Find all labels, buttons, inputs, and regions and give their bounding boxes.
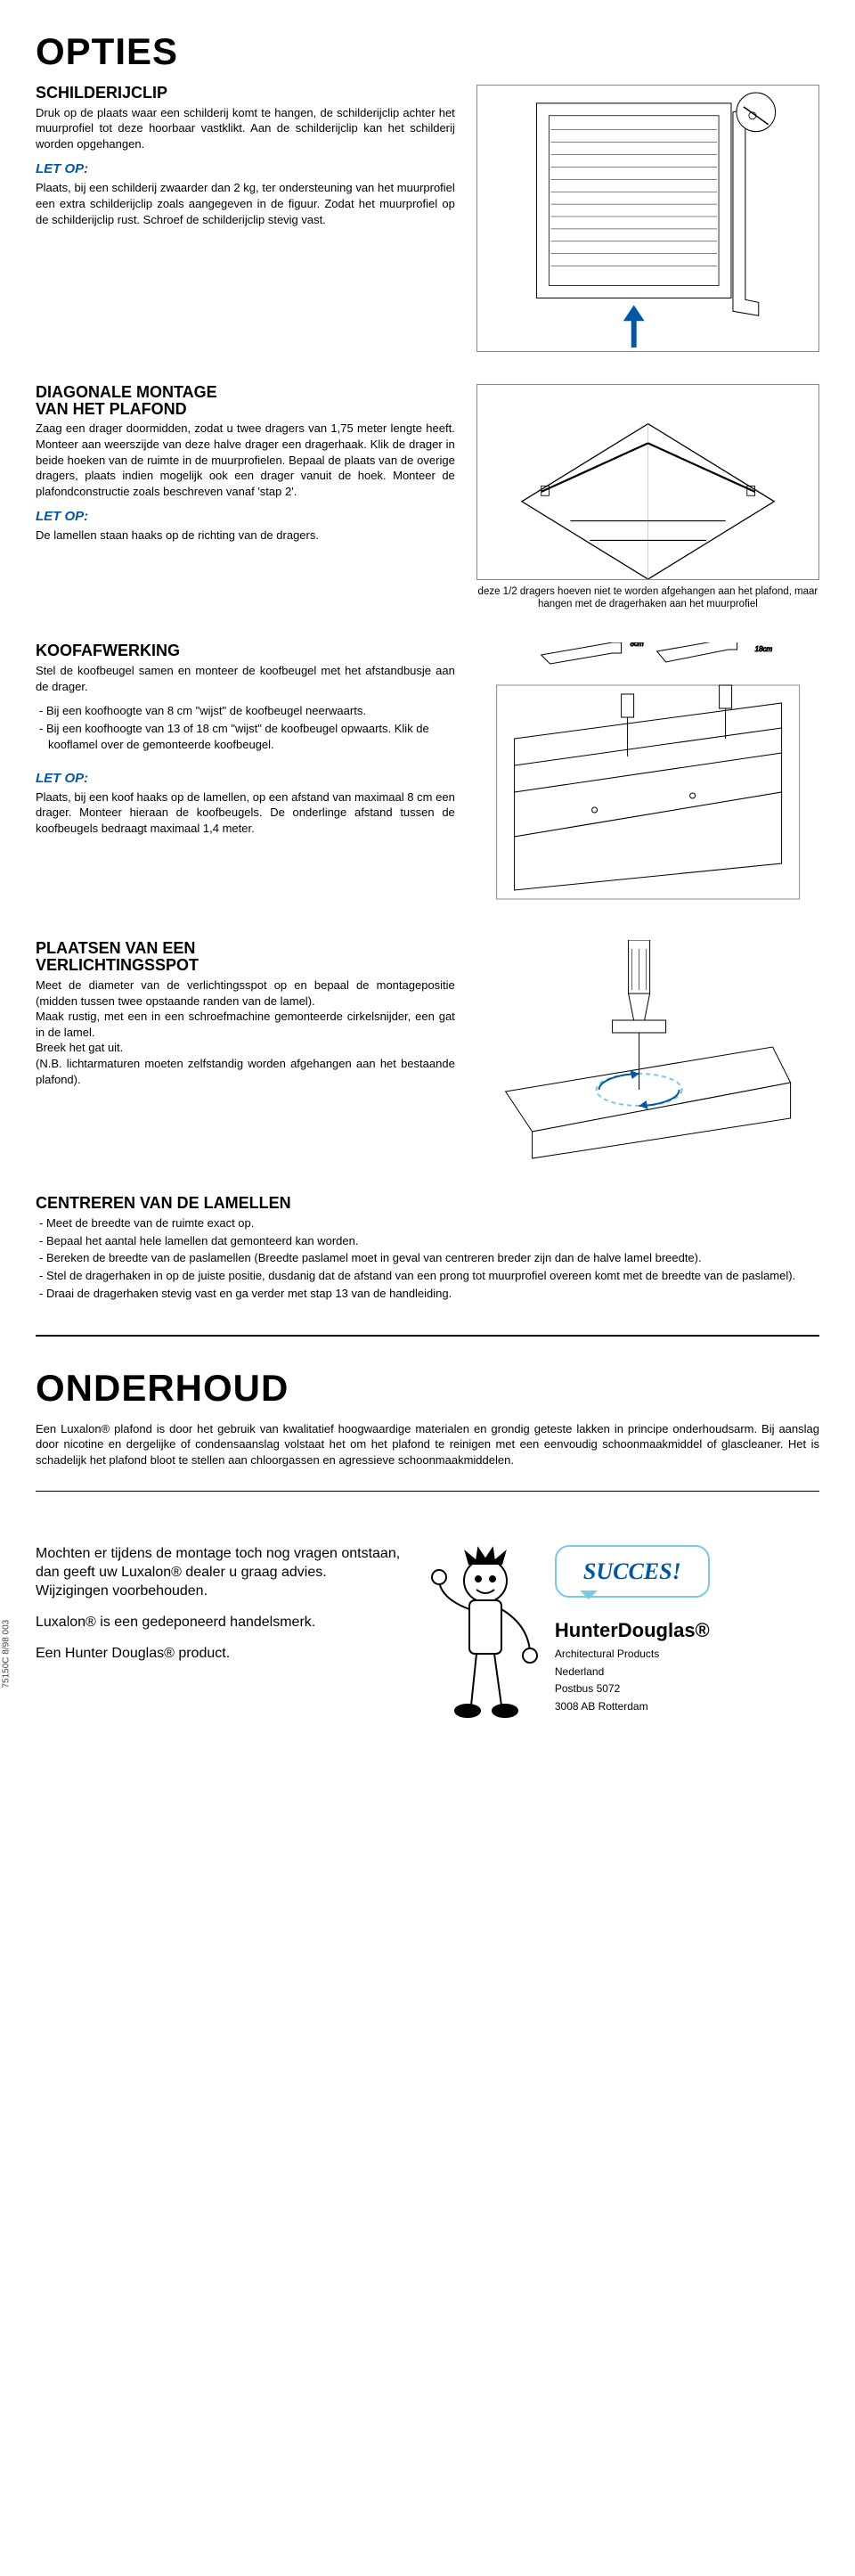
illustration-diagonale xyxy=(476,384,819,580)
body-spot: Meet de diameter van de verlichtingsspot… xyxy=(36,977,455,1087)
heading-spot: PLAATSEN VAN EEN VERLICHTINGSSPOT xyxy=(36,940,455,974)
letop-text: Plaats, bij een schilderij zwaarder dan … xyxy=(36,180,455,227)
koof-bullets: Bij een koofhoogte van 8 cm "wijst" de k… xyxy=(36,703,455,752)
heading-schilderijclip: SCHILDERIJCLIP xyxy=(36,85,455,102)
letop-text-diag: De lamellen staan haaks op de richting v… xyxy=(36,527,455,544)
letop-label: LET OP: xyxy=(36,160,455,178)
divider xyxy=(36,1335,819,1337)
brand-sub: Postbus 5072 xyxy=(555,1682,710,1697)
koof-bullet: Bij een koofhoogte van 8 cm "wijst" de k… xyxy=(36,703,455,719)
section-schilderijclip: SCHILDERIJCLIP Druk op de plaats waar ee… xyxy=(36,85,819,352)
letop-label-diag: LET OP: xyxy=(36,508,455,526)
footer: 75150C 8/98 003 Mochten er tijdens de mo… xyxy=(36,1545,819,1723)
illustration-spot xyxy=(476,940,819,1163)
brand-sub: Nederland xyxy=(555,1665,710,1680)
section-centreren: CENTREREN VAN DE LAMELLEN Meet de breedt… xyxy=(36,1195,819,1303)
section-koof: KOOFAFWERKING Stel de koofbeugel samen e… xyxy=(36,642,819,908)
letop-label-koof: LET OP: xyxy=(36,770,455,788)
svg-text:18cm: 18cm xyxy=(754,645,772,653)
brand-sub: Architectural Products xyxy=(555,1648,710,1662)
list-item: Meet de breedte van de ruimte exact op. xyxy=(36,1215,819,1231)
footer-p1: Mochten er tijdens de montage toch nog v… xyxy=(36,1545,402,1600)
heading-line1: PLAATSEN VAN EEN xyxy=(36,940,195,957)
caption-diagonale: deze 1/2 dragers hoeven niet te worden a… xyxy=(476,585,819,611)
list-item: Stel de dragerhaken in op de juiste posi… xyxy=(36,1268,819,1284)
heading-line2: VERLICHTINGSSPOT xyxy=(36,956,199,974)
body-koof: Stel de koofbeugel samen en monteer de k… xyxy=(36,663,455,694)
illustration-koof: 8cm 13cm 18cm xyxy=(476,642,819,908)
footer-p3: Een Hunter Douglas® product. xyxy=(36,1645,402,1664)
onderhoud-body: Een Luxalon® plafond is door het gebruik… xyxy=(36,1421,819,1468)
succes-bubble: SUCCES! xyxy=(555,1545,710,1598)
illustration-schilderijclip xyxy=(476,85,819,352)
onderhoud-title: ONDERHOUD xyxy=(36,1363,819,1414)
list-item: Draai de dragerhaken stevig vast en ga v… xyxy=(36,1286,819,1302)
mascot-illustration xyxy=(423,1545,548,1723)
list-item: Bereken de breedte van de paslamellen (B… xyxy=(36,1250,819,1266)
footer-p2: Luxalon® is een gedeponeerd handelsmerk. xyxy=(36,1614,402,1632)
list-item: Bepaal het aantal hele lamellen dat gemo… xyxy=(36,1233,819,1249)
section-diagonale: DIAGONALE MONTAGE VAN HET PLAFOND Zaag e… xyxy=(36,384,819,611)
brand-sub: 3008 AB Rotterdam xyxy=(555,1700,710,1714)
heading-line1: DIAGONALE MONTAGE xyxy=(36,384,217,401)
section-spot: PLAATSEN VAN EEN VERLICHTINGSSPOT Meet d… xyxy=(36,940,819,1163)
brand-name: HunterDouglas® xyxy=(555,1617,710,1644)
heading-diagonale: DIAGONALE MONTAGE VAN HET PLAFOND xyxy=(36,384,455,418)
koof-bullet: Bij een koofhoogte van 13 of 18 cm "wijs… xyxy=(36,721,455,752)
centreren-bullets: Meet de breedte van de ruimte exact op. … xyxy=(36,1215,819,1301)
heading-centreren: CENTREREN VAN DE LAMELLEN xyxy=(36,1195,819,1212)
intro-schilderijclip: Druk op de plaats waar een schilderij ko… xyxy=(36,105,455,152)
heading-koof: KOOFAFWERKING xyxy=(36,642,455,659)
svg-text:8cm: 8cm xyxy=(630,642,643,648)
heading-line2: VAN HET PLAFOND xyxy=(36,400,187,418)
letop-text-koof: Plaats, bij een koof haaks op de lamelle… xyxy=(36,789,455,837)
divider xyxy=(36,1491,819,1492)
page-title: OPTIES xyxy=(36,27,819,78)
body-diagonale: Zaag een drager doormidden, zodat u twee… xyxy=(36,421,455,499)
side-code: 75150C 8/98 003 xyxy=(1,1620,13,1689)
